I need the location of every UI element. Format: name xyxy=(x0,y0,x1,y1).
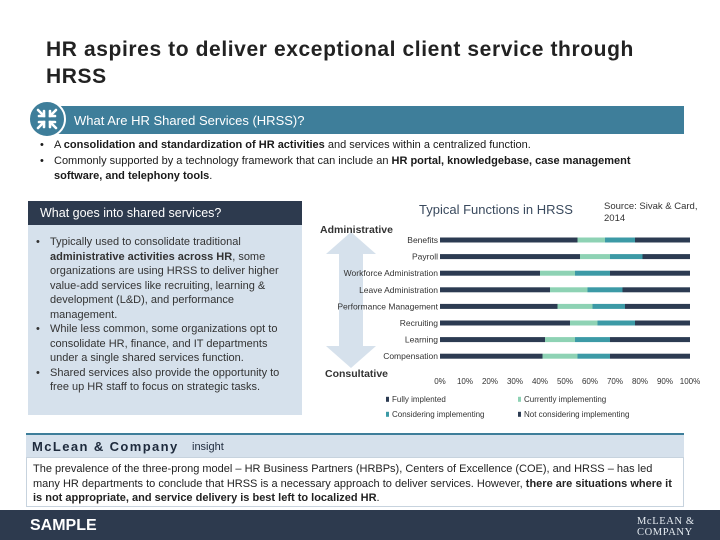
legend-swatch xyxy=(386,396,389,402)
section-banner-label: What Are HR Shared Services (HRSS)? xyxy=(74,113,305,128)
x-tick-label: 50% xyxy=(557,377,573,386)
bar-segment xyxy=(440,303,558,309)
category-label: Recruiting xyxy=(400,318,439,328)
section-banner xyxy=(40,106,684,134)
bar-segment xyxy=(587,287,623,293)
hrss-functions-chart: Benefits Payroll Workforce Administration L… xyxy=(337,235,700,419)
bar-segment xyxy=(440,287,550,293)
category-label: Performance Management xyxy=(337,301,438,311)
bar-segment xyxy=(577,353,610,359)
x-tick-label: 60% xyxy=(582,377,598,386)
x-tick-label: 70% xyxy=(607,377,623,386)
x-tick-label: 80% xyxy=(632,377,648,386)
panel-bullet: Typically used to consolidate traditiona… xyxy=(36,235,294,322)
bar-segment xyxy=(592,303,625,309)
intro-bullet: A consolidation and standardization of H… xyxy=(40,138,680,153)
bar-segment xyxy=(597,320,635,326)
insight-brand: McLean & Company xyxy=(32,439,179,454)
bar-segment xyxy=(575,337,610,343)
category-label: Benefits xyxy=(407,235,438,245)
sample-label: SAMPLE xyxy=(30,517,97,534)
bar-segment xyxy=(440,337,545,343)
bar-segment xyxy=(550,287,588,293)
shared-services-bullet-list: Typically used to consolidate traditiona… xyxy=(36,235,294,395)
bar-segment xyxy=(570,320,598,326)
company-logo: COMPANY xyxy=(637,527,693,538)
bar-segment xyxy=(577,237,605,243)
footer-bar xyxy=(0,510,720,540)
x-tick-label: 30% xyxy=(507,377,523,386)
legend-swatch xyxy=(386,411,389,417)
bar-segment xyxy=(542,353,578,359)
category-label: Workforce Administration xyxy=(344,268,439,278)
insight-text: The prevalence of the three-prong model … xyxy=(26,457,684,507)
bar-segment xyxy=(625,303,690,309)
bar-segment xyxy=(642,254,690,260)
chart-source: Source: Sivak & Card, 2014 xyxy=(604,201,698,224)
company-logo: McLEAN & xyxy=(637,516,695,527)
shared-services-panel-header xyxy=(28,201,302,225)
insight-header xyxy=(26,433,684,457)
bar-segment xyxy=(440,353,543,359)
x-tick-label: 100% xyxy=(680,377,700,386)
intro-bullet-list: A consolidation and standardization of H… xyxy=(40,138,680,185)
x-tick-label: 20% xyxy=(482,377,498,386)
bar-segment xyxy=(622,287,690,293)
legend-label: Considering implementing xyxy=(392,410,485,419)
x-tick-label: 10% xyxy=(457,377,473,386)
bar-segment xyxy=(440,320,570,326)
insight-tag: insight xyxy=(192,441,224,453)
bar-segment xyxy=(440,270,540,276)
bar-segment xyxy=(557,303,593,309)
bar-segment xyxy=(610,254,643,260)
panel-bullet: While less common, some organizations op… xyxy=(36,322,294,366)
intro-bullet: Commonly supported by a technology frame… xyxy=(40,154,680,184)
double-arrow-icon xyxy=(326,232,376,368)
bar-segment xyxy=(610,353,690,359)
x-tick-label: 40% xyxy=(532,377,548,386)
bar-segment xyxy=(610,337,690,343)
category-label: Payroll xyxy=(412,252,438,262)
bar-segment xyxy=(635,237,690,243)
axis-top-label: Administrative xyxy=(320,224,393,236)
legend-swatch xyxy=(518,411,521,417)
category-label: Learning xyxy=(405,335,438,345)
bar-segment xyxy=(545,337,575,343)
legend-swatch xyxy=(518,396,521,402)
shared-services-panel-title: What goes into shared services? xyxy=(40,206,222,220)
bar-segment xyxy=(440,254,580,260)
category-label: Compensation xyxy=(383,351,438,361)
legend-label: Fully implented xyxy=(392,395,446,404)
axis-bottom-label: Consultative xyxy=(325,368,389,380)
legend-label: Currently implementing xyxy=(524,395,606,404)
legend-label: Not considering implementing xyxy=(524,410,629,419)
bar-segment xyxy=(605,237,635,243)
chart-title: Typical Functions in HRSS xyxy=(419,202,573,217)
page-title: HR aspires to deliver exceptional client… xyxy=(46,38,634,88)
category-label: Leave Administration xyxy=(359,285,438,295)
bar-segment xyxy=(575,270,610,276)
bar-segment xyxy=(580,254,610,260)
bar-segment xyxy=(540,270,575,276)
panel-bullet: Shared services also provide the opportu… xyxy=(36,366,294,395)
bar-segment xyxy=(610,270,690,276)
x-tick-label: 0% xyxy=(434,377,446,386)
bar-segment xyxy=(635,320,690,326)
bar-segment xyxy=(440,237,578,243)
x-tick-label: 90% xyxy=(657,377,673,386)
arrows-converge-icon xyxy=(28,100,66,138)
